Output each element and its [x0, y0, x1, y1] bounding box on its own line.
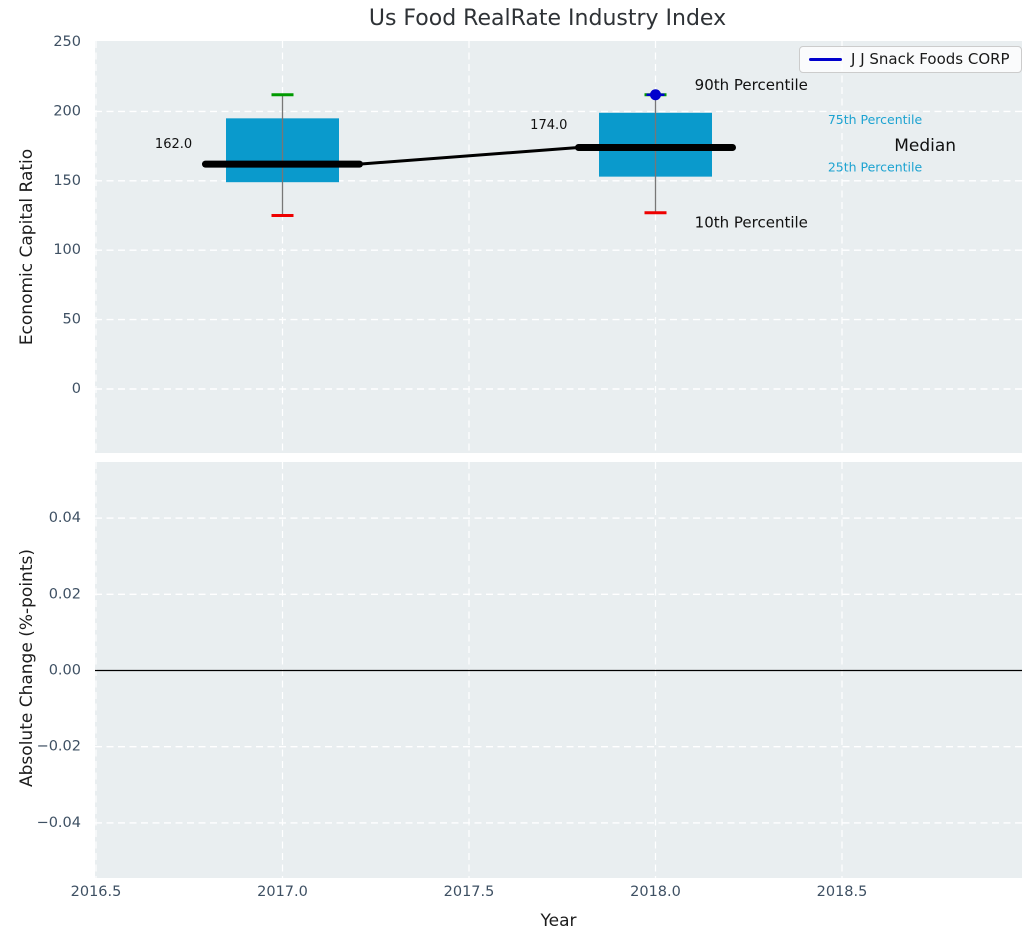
xtick-2016.5: 2016.5 — [71, 884, 122, 900]
legend-line-sample — [809, 57, 842, 61]
ytick-top-200: 200 — [53, 103, 81, 119]
ytick-top-150: 150 — [53, 173, 81, 189]
ytick-top-50: 50 — [63, 312, 81, 328]
xtick-2018.0: 2018.0 — [630, 884, 681, 900]
ytick-bottom-0.00: 0.00 — [49, 663, 81, 679]
ytick-bottom-0.04: 0.04 — [49, 510, 81, 526]
ytick-bottom-0.02: 0.02 — [49, 586, 81, 602]
annotation-median: Median — [894, 136, 956, 156]
annotation-90th-percentile: 90th Percentile — [695, 76, 808, 94]
ytick-bottom-−0.04: −0.04 — [37, 815, 81, 831]
xtick-2017.5: 2017.5 — [444, 884, 495, 900]
ytick-top-0: 0 — [72, 381, 81, 397]
legend-label: J J Snack Foods CORP — [851, 50, 1010, 68]
axes-background-top — [95, 41, 1022, 453]
annotation-10th-percentile: 10th Percentile — [695, 213, 808, 231]
value-label-2018: 174.0 — [530, 118, 567, 133]
ytick-top-250: 250 — [53, 34, 81, 50]
x-axis-label: Year — [540, 911, 577, 931]
value-label-2017: 162.0 — [155, 137, 192, 152]
company-marker-dot — [650, 89, 661, 101]
xtick-2017.0: 2017.0 — [257, 884, 308, 900]
xtick-2018.5: 2018.5 — [817, 884, 868, 900]
annotation-75th-percentile: 75th Percentile — [828, 112, 923, 127]
median-connector-line — [359, 145, 579, 166]
ytick-bottom-−0.02: −0.02 — [37, 739, 81, 755]
legend: J J Snack Foods CORP — [799, 46, 1022, 73]
annotation-25th-percentile: 25th Percentile — [828, 159, 923, 174]
chart-title: Us Food RealRate Industry Index — [368, 6, 727, 31]
ytick-top-100: 100 — [53, 242, 81, 258]
